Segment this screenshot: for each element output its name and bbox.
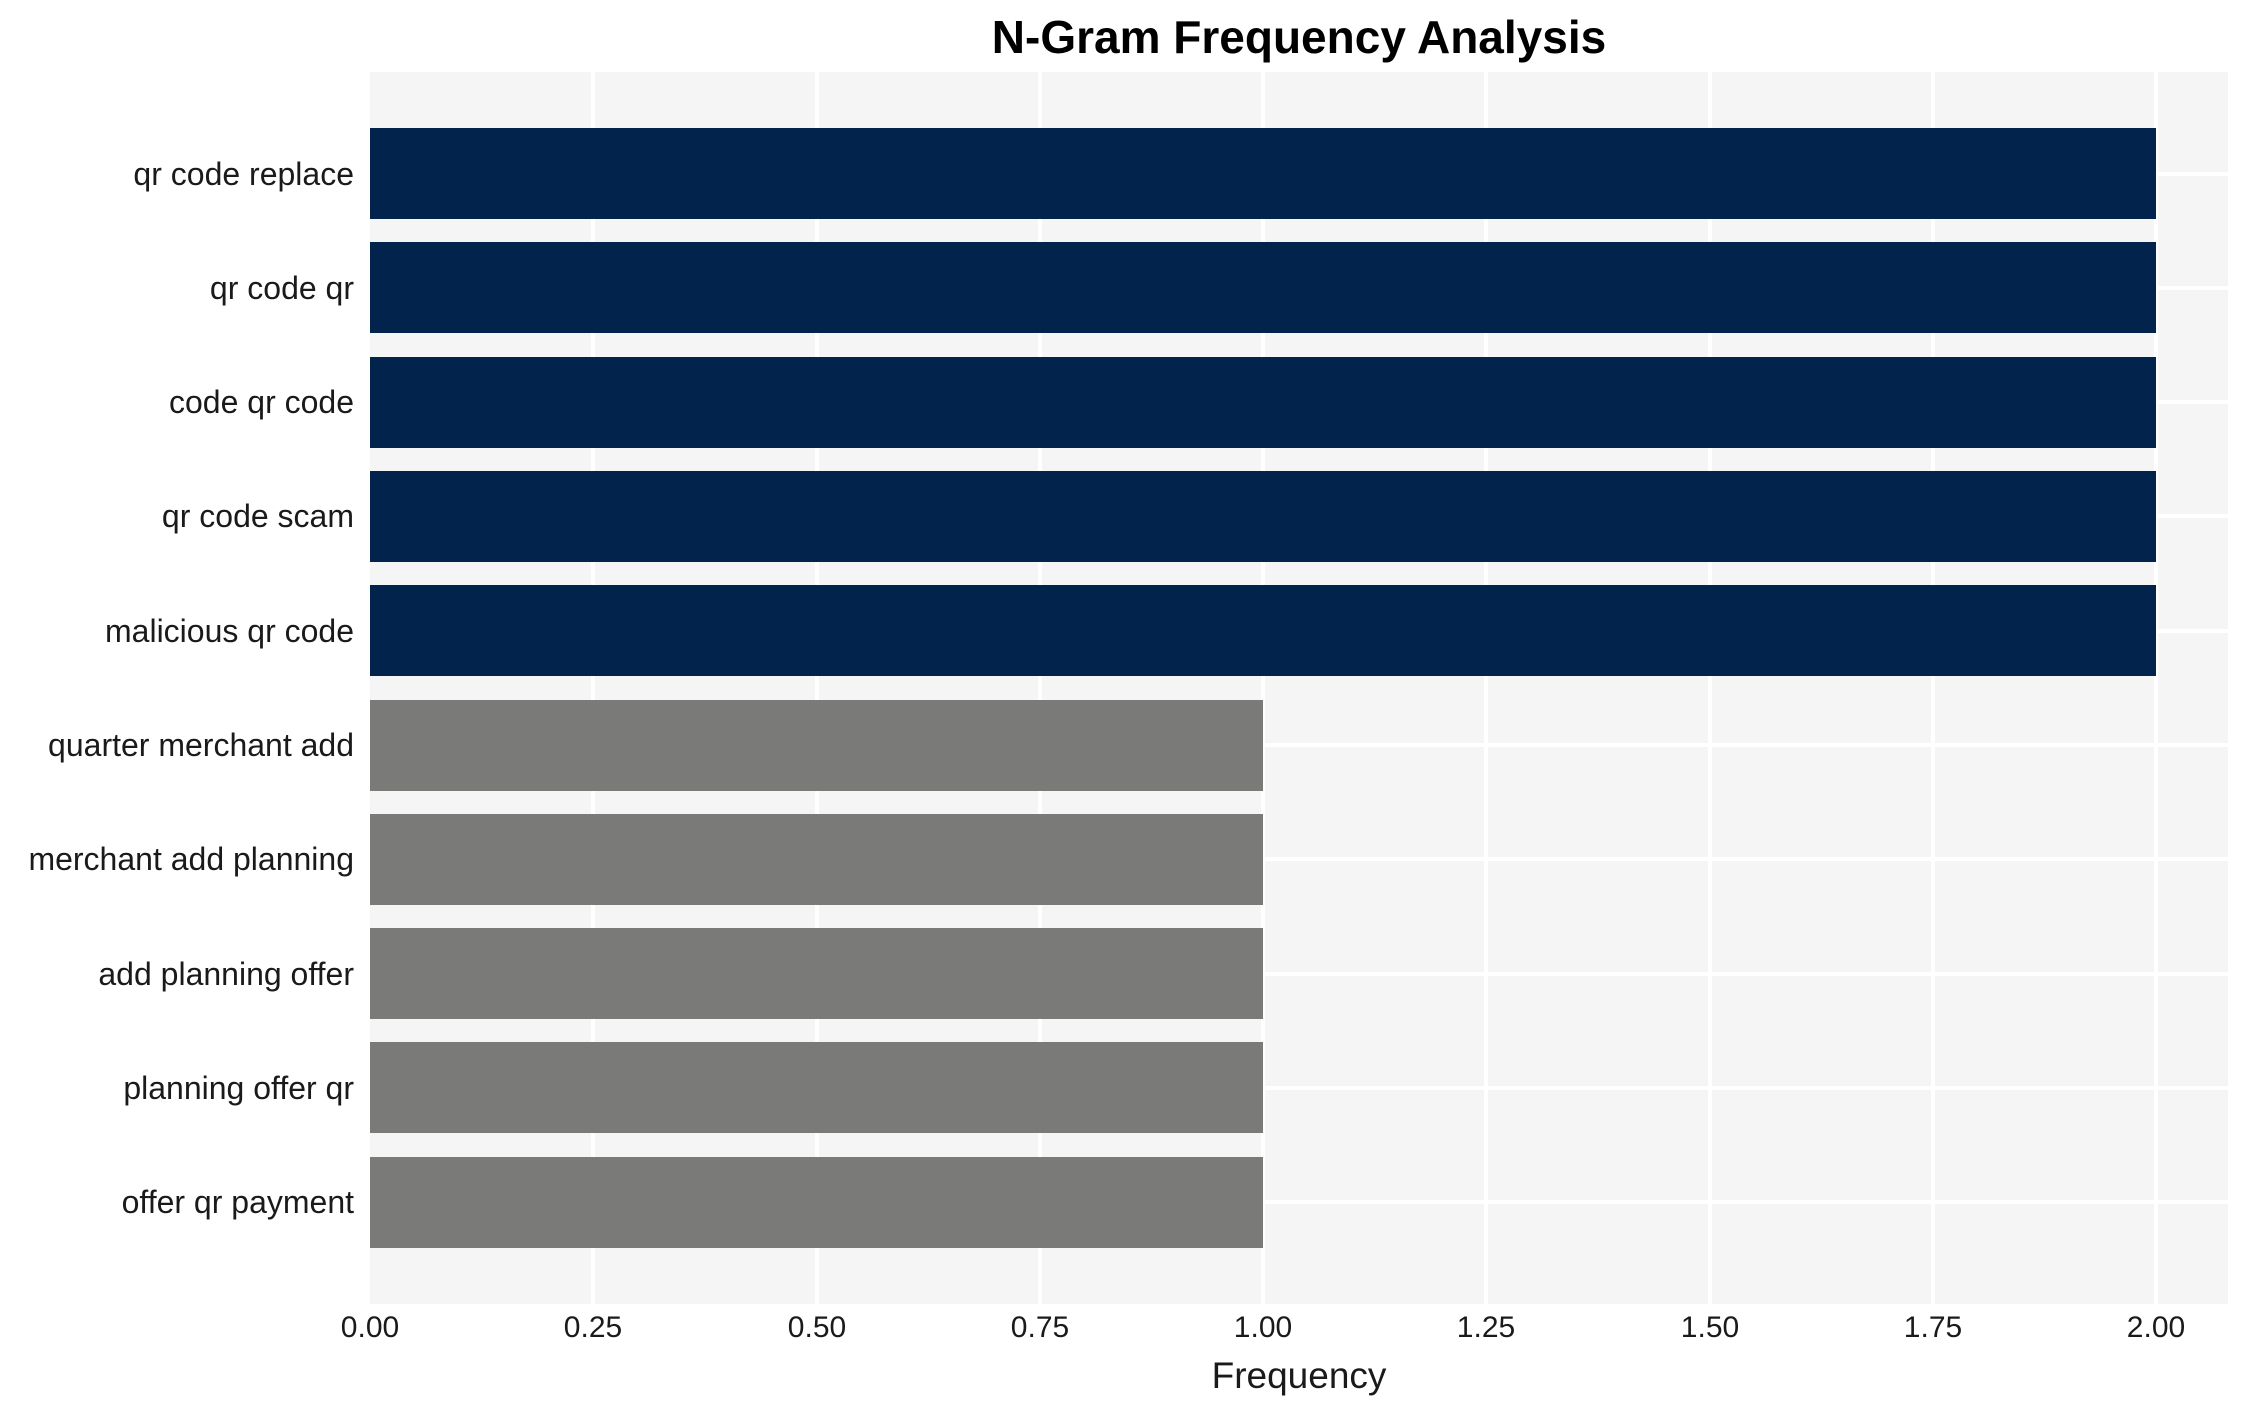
x-tick-label: 1.50 <box>1680 1311 1740 1344</box>
gridline-vertical <box>1931 72 1935 1304</box>
x-tick-label: 1.25 <box>1456 1311 1516 1344</box>
bar-offer-qr-payment <box>370 1157 1263 1248</box>
bar-merchant-add-planning <box>370 814 1263 905</box>
x-tick-label: 0.25 <box>563 1311 623 1344</box>
x-axis-ticks: 0.00 0.25 0.50 0.75 1.00 1.25 1.50 1.75 2.00 <box>0 1312 2248 1352</box>
y-tick-label: merchant add planning <box>28 841 354 877</box>
bar-quarter-merchant-add <box>370 700 1263 791</box>
bar-qr-code-replace <box>370 128 2156 219</box>
y-tick-label: quarter merchant add <box>48 727 354 763</box>
gridline-vertical <box>1484 72 1488 1304</box>
x-tick-label: 1.75 <box>1903 1311 1963 1344</box>
bar-qr-code-qr <box>370 242 2156 333</box>
x-tick-label: 1.00 <box>1233 1311 1293 1344</box>
x-tick-label: 2.00 <box>2126 1311 2186 1344</box>
x-tick-label: 0.50 <box>787 1311 847 1344</box>
x-tick-label: 0.75 <box>1010 1311 1070 1344</box>
gridline-vertical <box>591 72 595 1304</box>
gridline-vertical <box>1038 72 1042 1304</box>
y-tick-label: qr code replace <box>133 156 354 192</box>
y-tick-label: qr code scam <box>161 498 354 534</box>
y-tick-label: planning offer qr <box>123 1070 354 1106</box>
gridline-horizontal <box>370 1200 2228 1204</box>
chart-title: N-Gram Frequency Analysis <box>991 11 1607 63</box>
y-tick-label: qr code qr <box>209 270 354 306</box>
bar-malicious-qr-code <box>370 585 2156 676</box>
plot-area <box>370 72 2228 1304</box>
gridline-horizontal <box>370 743 2228 747</box>
gridline-vertical <box>1261 72 1265 1304</box>
gridline-vertical <box>815 72 819 1304</box>
bar-code-qr-code <box>370 357 2156 448</box>
x-axis-title: Frequency <box>1211 1355 1387 1396</box>
y-tick-label: malicious qr code <box>105 613 354 649</box>
y-tick-label: offer qr payment <box>121 1184 354 1220</box>
bar-qr-code-scam <box>370 471 2156 562</box>
gridline-horizontal <box>370 1086 2228 1090</box>
x-tick-label: 0.00 <box>340 1311 400 1344</box>
gridline-vertical <box>2154 72 2158 1304</box>
y-tick-label: code qr code <box>168 384 354 420</box>
y-axis-labels: qr code replace qr code qr code qr code qr … <box>0 72 354 1304</box>
gridline-horizontal <box>370 972 2228 976</box>
gridline-vertical <box>1708 72 1712 1304</box>
bar-planning-offer-qr <box>370 1042 1263 1133</box>
y-tick-label: add planning offer <box>98 956 354 992</box>
gridline-horizontal <box>370 857 2228 861</box>
bar-add-planning-offer <box>370 928 1263 1019</box>
